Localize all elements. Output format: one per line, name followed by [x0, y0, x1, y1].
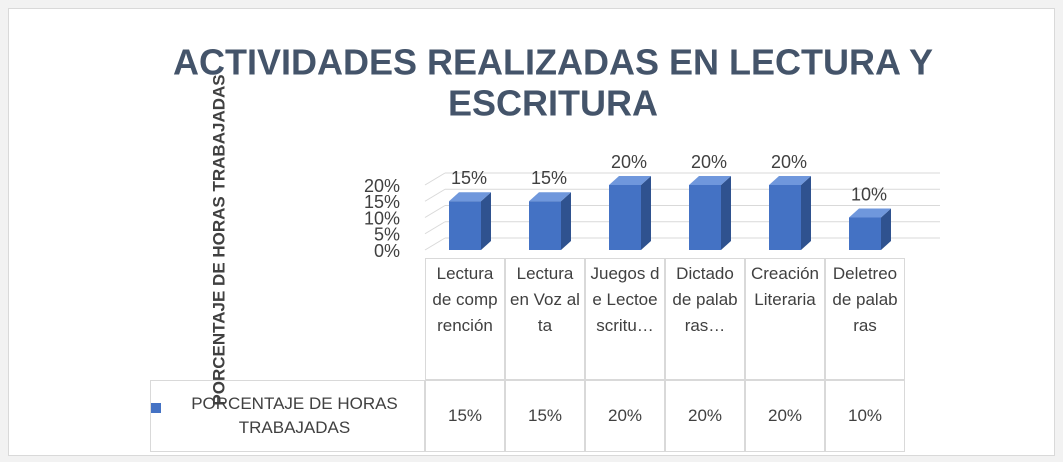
chart-title: ESCRITURA	[448, 83, 658, 124]
data-label: 20%	[771, 152, 807, 172]
table-value-cell: 20%	[745, 380, 825, 452]
bar	[449, 201, 481, 250]
data-label: 20%	[691, 152, 727, 172]
category-cell: Dictado de palabras…	[665, 258, 745, 380]
grid-line	[424, 205, 446, 218]
bar-top	[769, 176, 811, 185]
data-label: 15%	[451, 168, 487, 188]
bar-top	[609, 176, 651, 185]
grid-line	[424, 188, 446, 202]
table-value-cell: 20%	[585, 380, 665, 452]
data-label: 10%	[851, 184, 887, 204]
category-cell: Lectura de comprención	[425, 258, 505, 380]
bar	[609, 185, 641, 250]
bar	[849, 217, 881, 250]
bar-side	[801, 176, 811, 250]
category-cell: Lectura en Voz alta	[505, 258, 585, 380]
grid-line	[424, 221, 446, 235]
bar-side	[481, 192, 491, 250]
table-value-cell: 10%	[825, 380, 905, 452]
table-value-cell: 20%	[665, 380, 745, 452]
chart-title: ACTIVIDADES REALIZADAS EN LECTURA Y	[173, 42, 933, 83]
bar-top	[849, 208, 891, 218]
y-tick-label: 20%	[364, 176, 400, 196]
category-cell: Deletreo de palabras	[825, 258, 905, 380]
category-cell: Creación Literaria	[745, 258, 825, 380]
bar-top	[529, 192, 571, 202]
grid-line	[424, 172, 446, 186]
bar-top	[689, 176, 731, 185]
legend-cell: PORCENTAJE DE HORAS TRABAJADAS	[150, 380, 425, 452]
legend-swatch	[151, 403, 161, 413]
data-label: 15%	[531, 168, 567, 188]
y-tick-label: 10%	[364, 208, 400, 228]
bar-side	[641, 176, 651, 250]
data-label: 20%	[611, 152, 647, 172]
y-tick-label: 15%	[364, 192, 400, 212]
bar	[689, 185, 721, 250]
bar-side	[721, 176, 731, 250]
y-axis-label: PORCENTAJE DE HORAS TRABAJADAS	[209, 74, 228, 405]
category-cell: Juegos de Lectoescritu…	[585, 258, 665, 380]
table-value-cell: 15%	[425, 380, 505, 452]
bar	[529, 201, 561, 250]
bar	[769, 185, 801, 250]
y-tick-label: 5%	[374, 225, 400, 245]
legend-label: PORCENTAJE DE HORAS TRABAJADAS	[191, 394, 398, 437]
bar-side	[561, 192, 571, 250]
bar-side	[881, 208, 891, 250]
bar-top	[449, 192, 491, 202]
table-value-cell: 15%	[505, 380, 585, 452]
y-tick-label: 0%	[374, 241, 400, 261]
grid-line	[424, 237, 446, 251]
